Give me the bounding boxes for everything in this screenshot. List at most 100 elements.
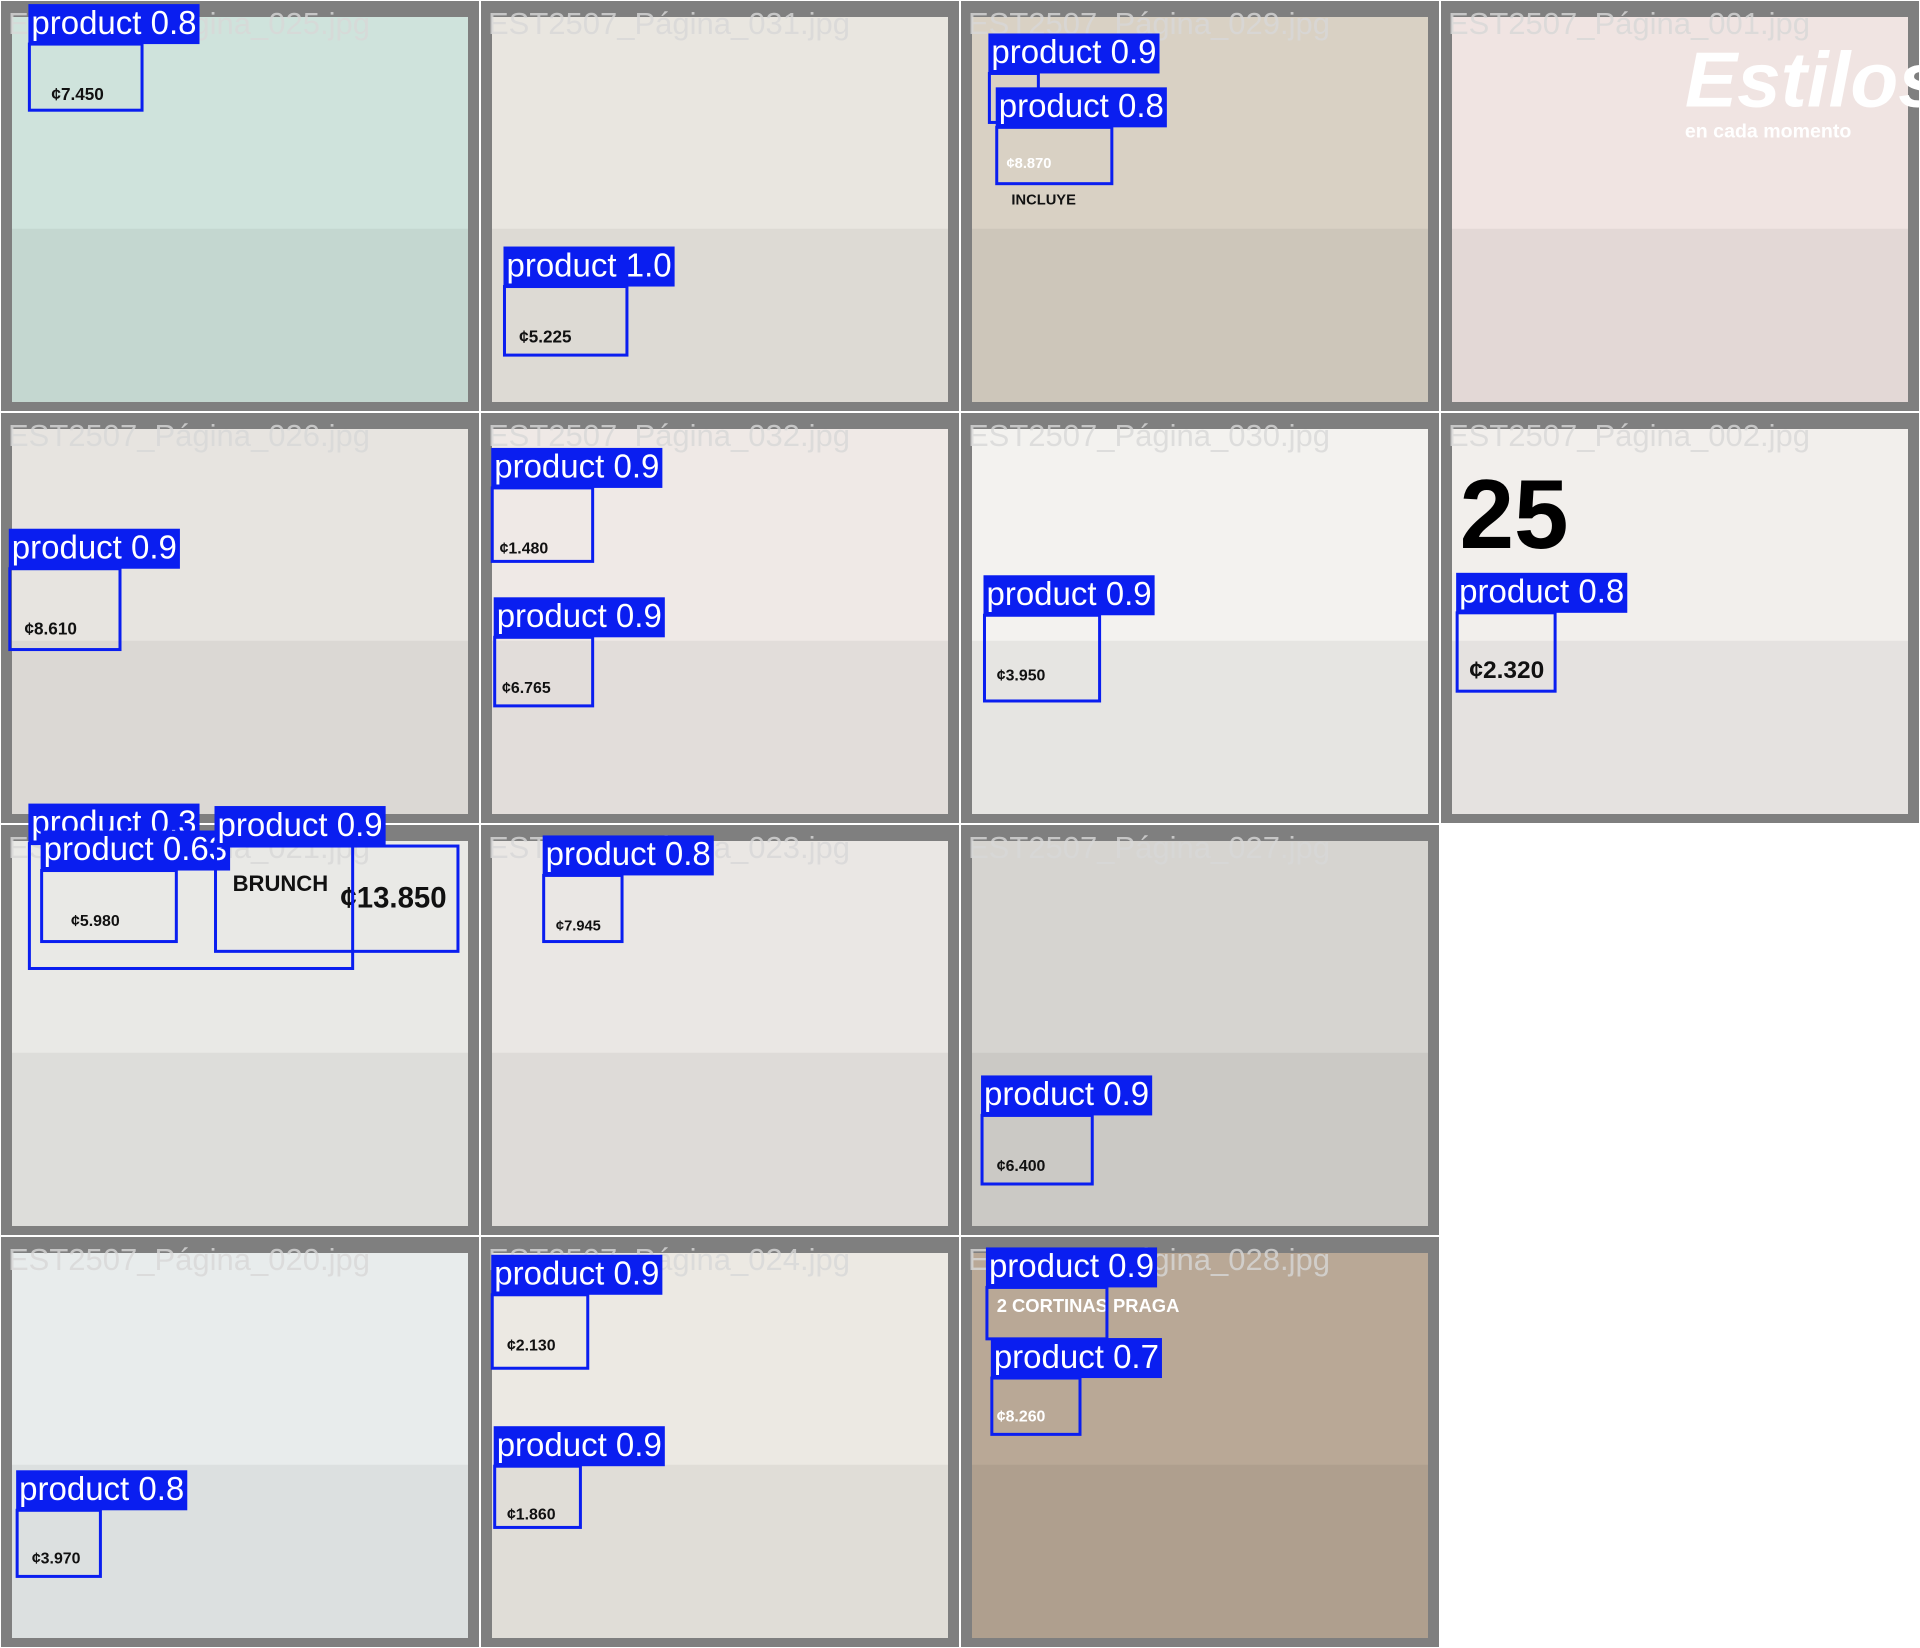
catalog-page [492,841,948,1226]
page-text: ¢7.450 [51,84,103,104]
detection-box [40,869,178,944]
file-name: EST2507_Página_031.jpg [488,6,850,41]
detection-box [493,1464,582,1529]
page-shade [972,640,1428,814]
file-name: EST2507_Página_032.jpg [488,418,850,453]
catalog-page [12,429,468,814]
page-text: BRUNCH [233,871,328,896]
detection-label-bg [16,1470,188,1511]
detection-label: product 0.9 [989,1247,1154,1284]
catalog-page [972,429,1428,814]
detection-label-bg [8,528,180,569]
page-text: Estilos [1685,35,1920,123]
page-shade [12,640,468,814]
file-name: EST2507_Página_027.jpg [968,830,1330,865]
detection-label: product 0.8 [31,4,196,41]
detection-box [490,486,595,563]
detection-label-bg [988,33,1160,74]
file-name: EST2507_Página_020.jpg [8,1242,370,1277]
detection-label: product 0.9 [991,33,1156,70]
file-name: EST2507_Página_001.jpg [1448,6,1810,41]
detection-label-bg [493,597,665,638]
detection-label-bg [995,87,1167,128]
detection-label-bg [40,830,231,871]
page-text: INCLUYE [1011,193,1076,209]
tile: ¢2.130¢1.860EST2507_Página_024.jpgproduc… [481,1237,959,1647]
page-text: ¢8.870 [1007,156,1052,172]
page-text: ¢8.610 [24,618,76,638]
detection-label: product 0.8 [1459,573,1624,610]
page-shade [972,228,1428,402]
detection-box [214,844,460,953]
tile: 2 CORTINAS PRAGA¢8.260EST2507_Página_028… [961,1237,1439,1647]
detection-box [990,1376,1082,1436]
detection-label-bg [981,1075,1153,1116]
catalog-page [1452,429,1908,814]
page-text: ¢2.320 [1469,657,1544,684]
detection-label: product 0.9 [12,528,177,565]
page-shade [492,1464,948,1638]
tile: BRUNCH¢13.850¢5.980EST2507_Página_021.jp… [1,803,479,1235]
file-name: EST2507_Página_030.jpg [968,418,1330,453]
catalog-page [492,17,948,402]
tile: ¢1.480 ¢6.765 EST2507_Página_032.jpgproduc… [481,413,959,823]
page-shade [492,640,948,814]
detection-label-bg [983,575,1155,616]
page-shade [1452,228,1908,402]
catalog-page [12,17,468,402]
detection-label: product 0.9 [984,1075,1149,1112]
page-shade [12,228,468,402]
detection-box [542,873,624,944]
catalog-page [12,1253,468,1638]
detection-label: product 0.8 [19,1470,184,1507]
page-text: ¢13.850 [340,882,446,915]
detection-label: product 0.8 [546,835,711,872]
detection-label: product 0.9 [218,806,383,843]
page-text: ¢5.225 [519,326,572,346]
page-shade [492,1052,948,1226]
detection-label: product 0.9 [986,575,1151,612]
detection-label-bg [1456,572,1628,613]
detection-label-bg [491,1254,663,1295]
detection-label-bg [493,1426,665,1467]
page-shade [12,1052,468,1226]
page-text: en cada momento [1685,120,1851,142]
catalog-page [972,17,1428,402]
file-name: EST2507_Página_026.jpg [8,418,370,453]
page-text: ¢3.970 [32,1550,81,1567]
page-text: ¢8.260 [997,1408,1046,1425]
page-text: ¢6.400 [997,1158,1046,1175]
detection-label: product 0.9 [494,1254,659,1291]
catalog-page [972,841,1428,1226]
detection-label-bg [491,447,663,488]
detection-box [980,1113,1094,1186]
page-text: 25 [1460,459,1569,569]
file-name: EST2507_Página_002.jpg [1448,418,1810,453]
detection-label: product 0.8 [999,87,1164,124]
detection-label-bg [985,1247,1158,1288]
catalog-page [1452,17,1908,402]
page-text: ¢3.950 [997,668,1046,685]
detection-label: product 0.7 [994,1338,1159,1375]
tile: ¢8.870INCLUYEEST2507_Página_029.jpgprodu… [961,1,1439,411]
page-text: ¢1.860 [507,1506,556,1523]
detection-label-bg [214,806,386,847]
detection-label: product 0.9 [497,597,662,634]
detection-label-bg [503,246,675,287]
page-shade [972,1464,1428,1638]
page-text: ¢1.480 [500,540,549,557]
detection-label-bg [542,835,714,876]
detection-label-bg [990,1338,1162,1379]
catalog-page [12,841,468,1226]
page-text: ¢5.980 [71,913,120,930]
detection-label: product 1.0 [506,246,671,283]
detection-label: product 0.9 [494,448,659,485]
